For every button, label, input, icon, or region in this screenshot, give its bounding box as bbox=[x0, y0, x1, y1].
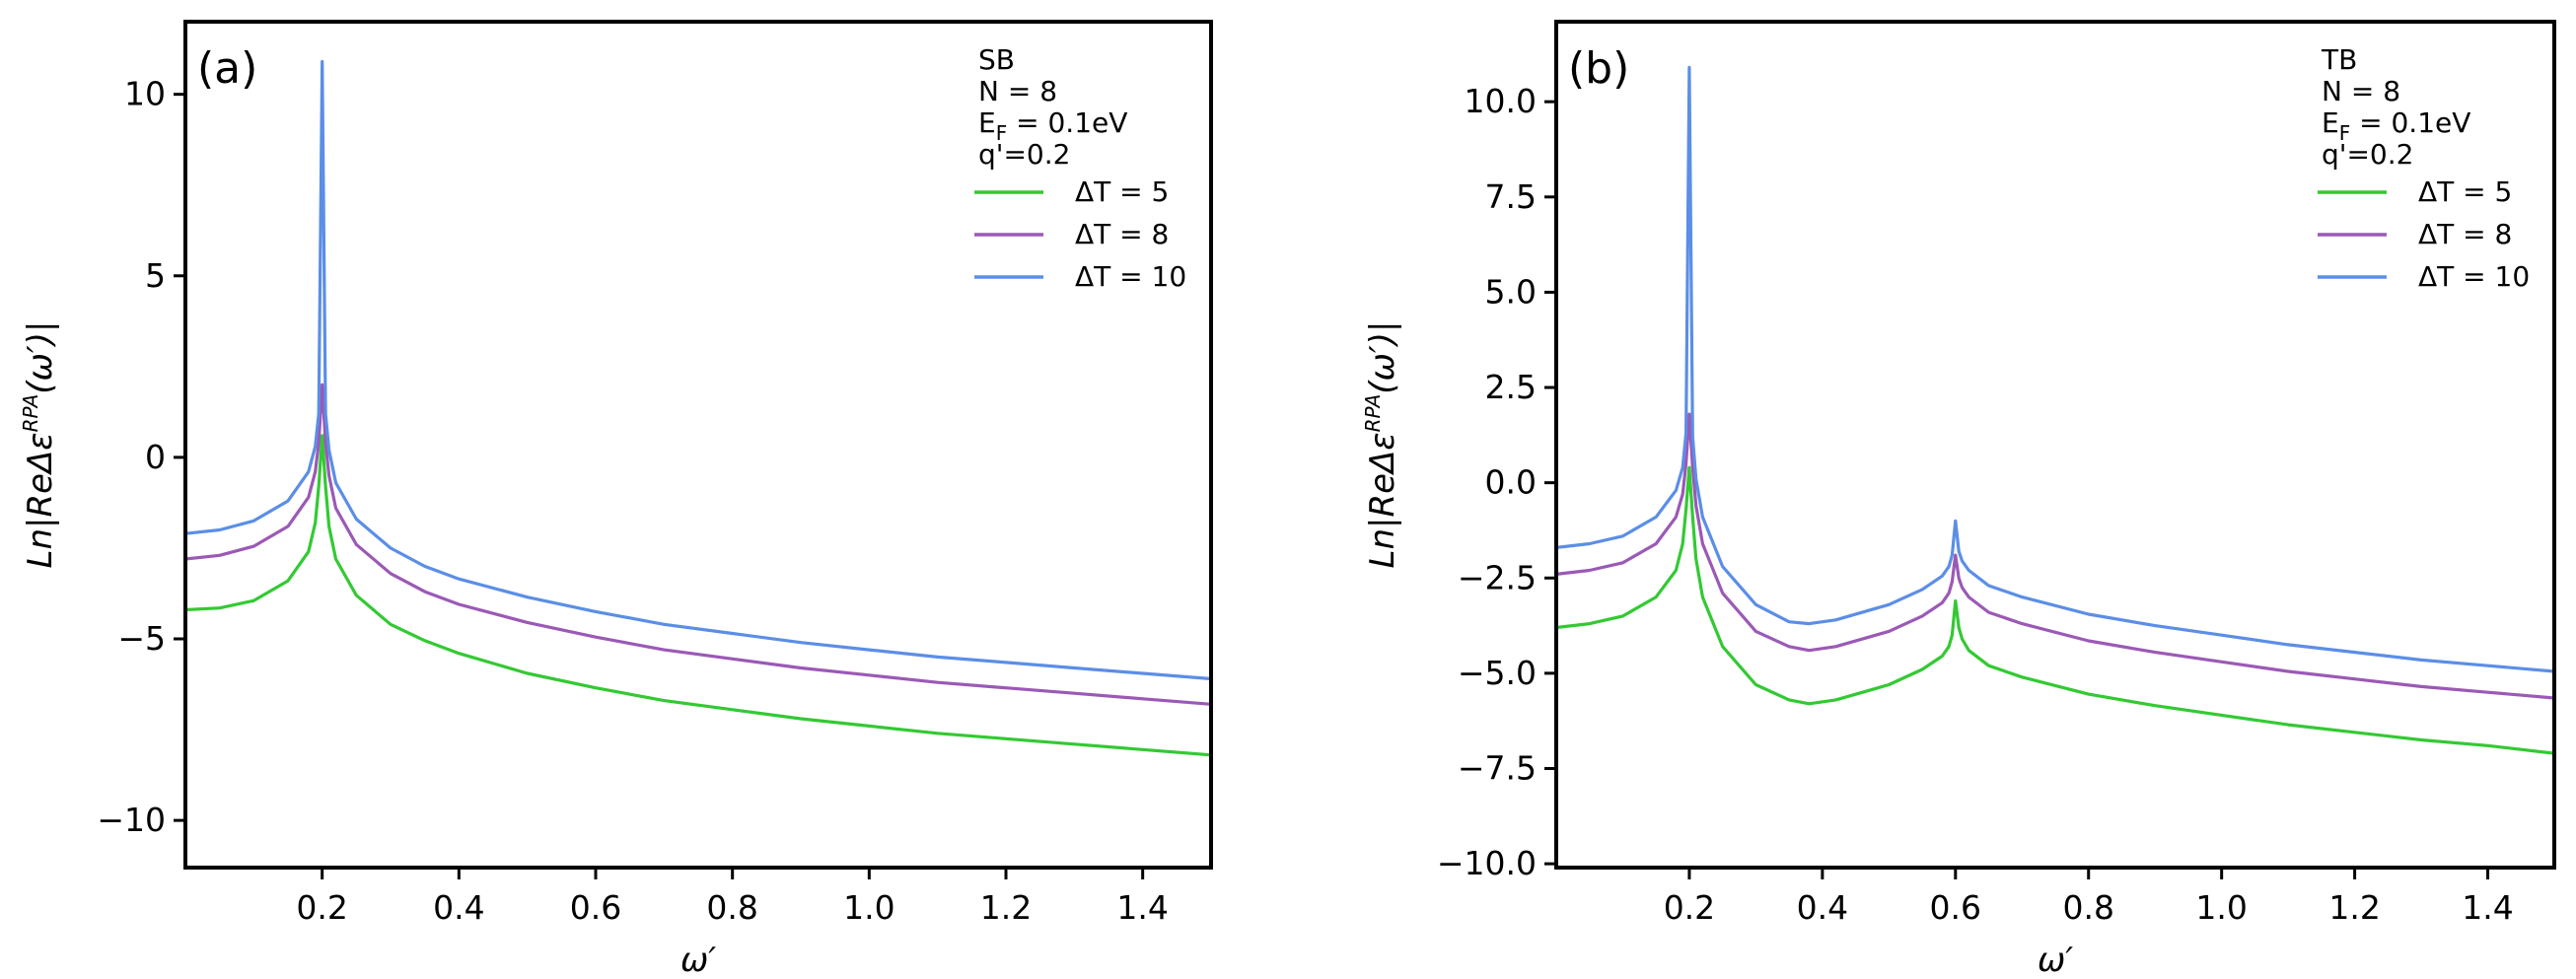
y-axis-label: Ln|ReΔεRPA​(ω′)| bbox=[1361, 321, 1402, 569]
y-tick-label: −5 bbox=[117, 619, 166, 658]
legend-label: ΔT = 8 bbox=[1075, 218, 1169, 250]
legend-title-line: SB bbox=[978, 43, 1015, 76]
x-tick-label: 1.0 bbox=[2195, 888, 2247, 927]
series-line-dtdtdtdtdt8 bbox=[185, 383, 1211, 706]
legend-label: ΔT = 10 bbox=[1075, 260, 1186, 293]
legend-title-line: N = 8 bbox=[2322, 75, 2400, 107]
x-tick-label: 1.4 bbox=[1116, 888, 1168, 927]
legend-label: ΔT = 8 bbox=[2418, 218, 2512, 250]
x-tick-label: 0.8 bbox=[2062, 888, 2113, 927]
x-tick-label: 1.0 bbox=[843, 888, 894, 927]
y-tick-label: −10 bbox=[97, 801, 166, 839]
x-tick-label: 0.4 bbox=[1797, 888, 1848, 927]
x-tick-label: 0.2 bbox=[296, 888, 347, 927]
y-tick-label: −5.0 bbox=[1458, 654, 1537, 692]
series-line-dtdtdtdtdt10 bbox=[1556, 65, 2554, 673]
x-tick-label: 0.2 bbox=[1664, 888, 1715, 927]
series-line-dtdtdtdtdt5 bbox=[185, 434, 1211, 757]
y-tick-label: 5 bbox=[145, 256, 166, 295]
legend-title-line: q'=0.2 bbox=[978, 138, 1070, 171]
y-tick-label: −7.5 bbox=[1458, 749, 1537, 788]
legend-title-line: N = 8 bbox=[978, 75, 1057, 107]
y-tick-label: 10 bbox=[124, 75, 166, 113]
legend-title-line: q'=0.2 bbox=[2322, 138, 2413, 171]
panel-label: (b) bbox=[1568, 43, 1629, 94]
y-tick-label: 7.5 bbox=[1485, 177, 1537, 216]
x-tick-label: 1.2 bbox=[2328, 888, 2380, 927]
legend-title-line: TB bbox=[2321, 43, 2357, 76]
panel-a: 0.2 0.4 0.6 0.8 1.0 1.2 1.4 −10 −5 0 5 10 ω′ Ln|ReΔεR… bbox=[19, 20, 1213, 979]
axes-frame bbox=[183, 20, 1213, 870]
x-tick-label: 0.6 bbox=[1930, 888, 1981, 927]
y-tick-label: 10.0 bbox=[1465, 82, 1537, 120]
y-tick-label: 2.5 bbox=[1485, 368, 1537, 406]
y-axis-label: Ln|ReΔεRPA​(ω′)| bbox=[19, 321, 60, 569]
panel-label: (a) bbox=[197, 43, 257, 94]
x-axis-label: ω′ bbox=[2038, 941, 2073, 979]
x-tick-label: 1.2 bbox=[980, 888, 1032, 927]
y-tick-label: −2.5 bbox=[1458, 558, 1537, 596]
y-tick-label: 0.0 bbox=[1485, 463, 1537, 502]
legend-title-line: EF​ = 0.1eV bbox=[2322, 106, 2470, 145]
y-tick-label: 0 bbox=[145, 438, 166, 476]
x-tick-label: 1.4 bbox=[2462, 888, 2513, 927]
series-line-dtdtdtdtdt8 bbox=[1556, 412, 2554, 700]
x-tick-label: 0.6 bbox=[570, 888, 621, 927]
series-line-dtdtdtdtdt5 bbox=[1556, 465, 2554, 755]
x-tick-label: 0.4 bbox=[433, 888, 484, 927]
series-line-dtdtdtdtdt10 bbox=[185, 59, 1211, 681]
legend-label: ΔT = 5 bbox=[1075, 175, 1169, 208]
x-axis-label: ω′ bbox=[680, 941, 716, 979]
y-tick-label: 5.0 bbox=[1485, 272, 1537, 311]
legend-title-line: EF​ = 0.1eV bbox=[978, 106, 1127, 145]
axes-frame bbox=[1554, 20, 2556, 870]
legend-label: ΔT = 10 bbox=[2418, 260, 2530, 293]
y-tick-label: −10.0 bbox=[1437, 844, 1537, 882]
x-tick-label: 0.8 bbox=[706, 888, 757, 927]
panel-b: 0.2 0.4 0.6 0.8 1.0 1.2 1.4 −10.0 −7.5 −5.0 −2.5 0.… bbox=[1361, 20, 2556, 979]
legend-label: ΔT = 5 bbox=[2418, 175, 2512, 208]
